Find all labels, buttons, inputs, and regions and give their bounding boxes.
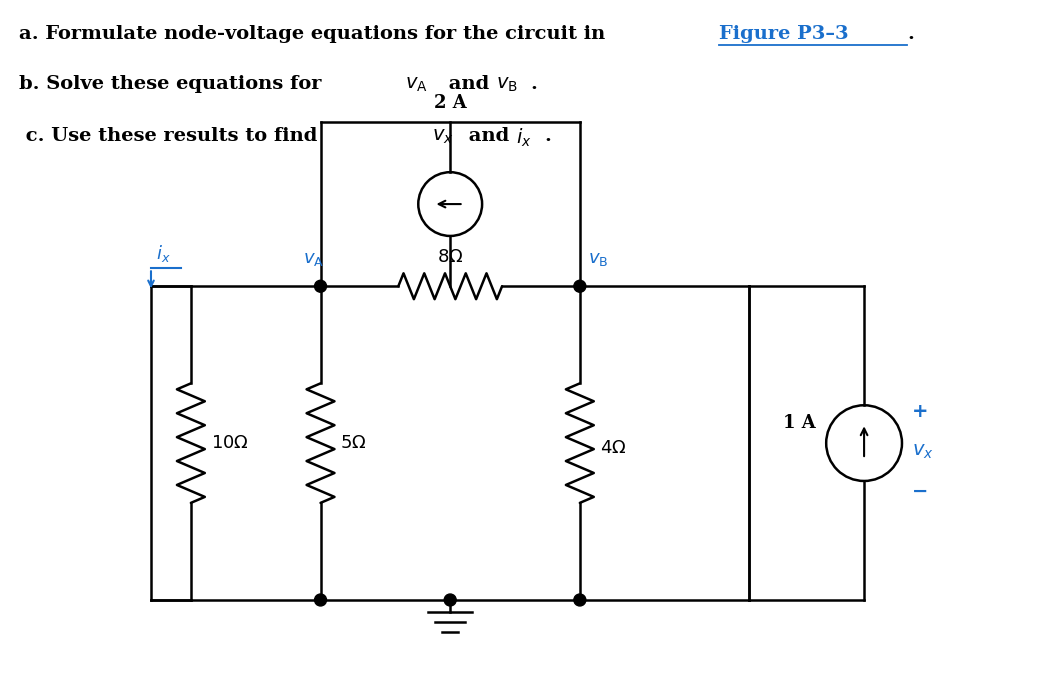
Text: 2 A: 2 A	[434, 94, 467, 112]
Text: $v_{\mathrm{B}}$: $v_{\mathrm{B}}$	[496, 75, 518, 94]
Text: +: +	[912, 402, 928, 421]
Circle shape	[574, 594, 586, 606]
Text: and: and	[462, 127, 516, 145]
Text: Figure P3–3: Figure P3–3	[719, 25, 849, 43]
Text: b. Solve these equations for: b. Solve these equations for	[20, 75, 329, 93]
Text: $v_{\mathrm{A}}$: $v_{\mathrm{A}}$	[405, 75, 428, 94]
Text: $i_{x}$: $i_{x}$	[156, 244, 170, 264]
Text: $i_{x}$: $i_{x}$	[516, 127, 531, 149]
Text: $v_{x}$: $v_{x}$	[432, 127, 454, 146]
Text: −: −	[912, 482, 928, 500]
Text: and: and	[443, 75, 496, 93]
Text: $10\Omega$: $10\Omega$	[211, 434, 248, 452]
Text: $v_{\mathrm{B}}$: $v_{\mathrm{B}}$	[588, 251, 609, 269]
Text: $4\Omega$: $4\Omega$	[600, 439, 626, 457]
Text: a. Formulate node-voltage equations for the circuit in: a. Formulate node-voltage equations for …	[20, 25, 613, 43]
Text: $8\Omega$: $8\Omega$	[437, 248, 464, 267]
Circle shape	[574, 280, 586, 292]
Text: $v_{x}$: $v_{x}$	[912, 441, 933, 461]
Text: .: .	[544, 127, 551, 145]
Text: 1 A: 1 A	[783, 414, 816, 432]
Text: .: .	[907, 25, 914, 43]
Text: $5\Omega$: $5\Omega$	[340, 434, 366, 452]
Text: $v_{\mathrm{A}}$: $v_{\mathrm{A}}$	[303, 251, 324, 269]
Circle shape	[314, 280, 327, 292]
Text: .: .	[530, 75, 537, 93]
Circle shape	[314, 594, 327, 606]
Text: c. Use these results to find: c. Use these results to find	[20, 127, 325, 145]
Circle shape	[444, 594, 456, 606]
